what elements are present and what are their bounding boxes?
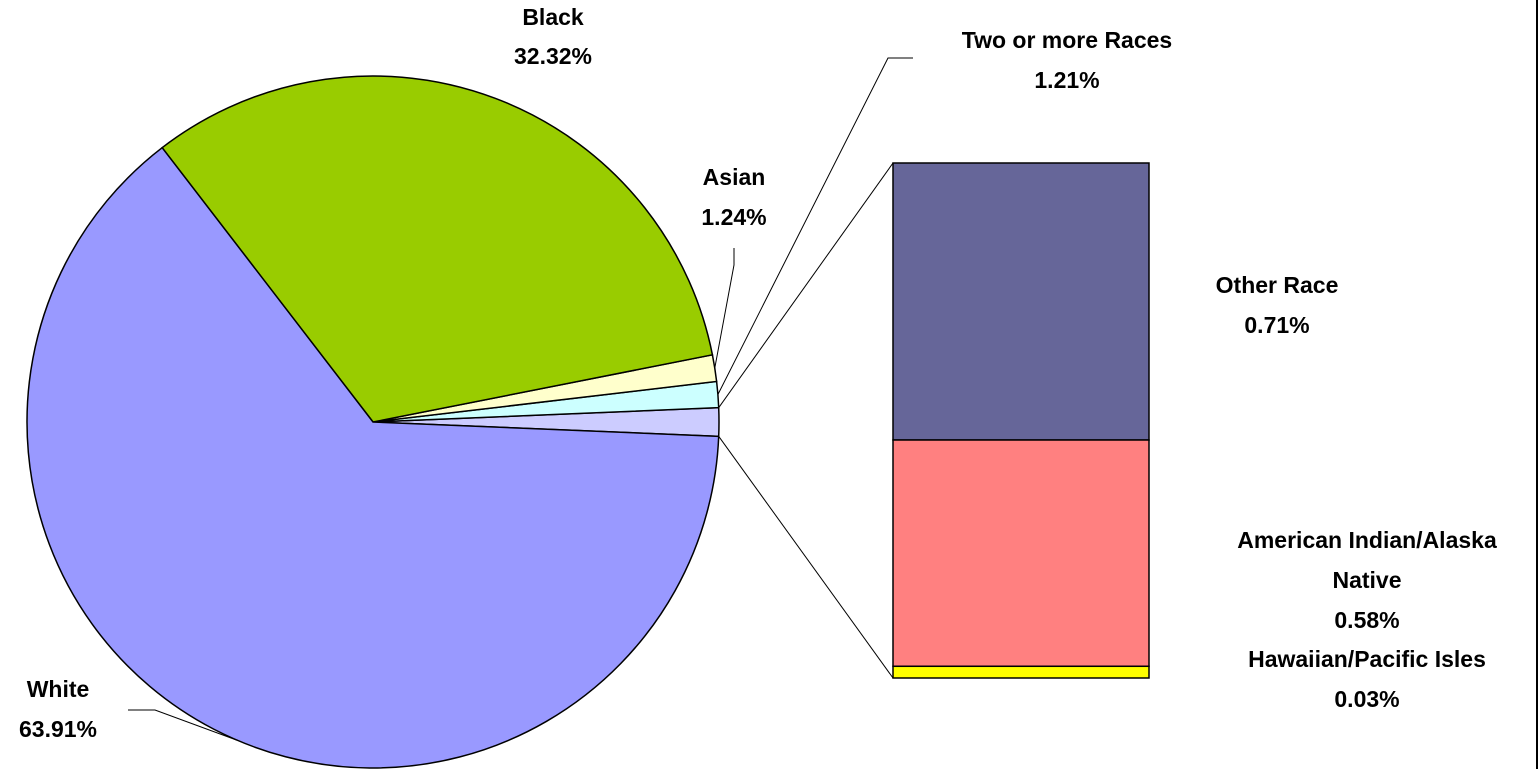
white-value-label: 63.91%: [19, 716, 97, 742]
two-or-more-value-label: 1.21%: [1034, 67, 1099, 93]
hawaiian-value-label: 0.03%: [1334, 686, 1399, 712]
leader-line-asian: [714, 248, 735, 369]
black-label: Black: [522, 4, 584, 30]
leader-line-white: [128, 709, 238, 741]
bar-segment-american-indian-alaska-native: [892, 439, 1150, 668]
leader-lines: [128, 57, 913, 741]
other-race-label: Other Race: [1216, 272, 1339, 298]
pie-slice-black: [161, 75, 714, 423]
bar-segment-other-race: [892, 162, 1150, 441]
black-value-label: 32.32%: [514, 43, 592, 69]
breakdown-bar: [892, 162, 1150, 679]
pie: [26, 75, 720, 769]
connector-line-bottom: [718, 436, 894, 679]
bar-segment-hawaiian-pacific-isles: [892, 665, 1150, 679]
asian-value-label: 1.24%: [701, 204, 766, 230]
data-labels: Black 32.32% Asian 1.24% Two or more Rac…: [19, 4, 1497, 742]
hawaiian-label: Hawaiian/Pacific Isles: [1248, 646, 1486, 672]
two-or-more-label: Two or more Races: [962, 27, 1172, 53]
other-race-value-label: 0.71%: [1244, 312, 1309, 338]
connector-line-top: [718, 162, 894, 408]
american-indian-label-line2: Native: [1332, 567, 1401, 593]
leader-line-two-or-more: [717, 57, 913, 395]
american-indian-value-label: 0.58%: [1334, 607, 1399, 633]
asian-label: Asian: [703, 164, 766, 190]
pie-slice-white: [26, 146, 720, 769]
white-label: White: [27, 676, 90, 702]
american-indian-label-line1: American Indian/Alaska: [1237, 527, 1497, 553]
